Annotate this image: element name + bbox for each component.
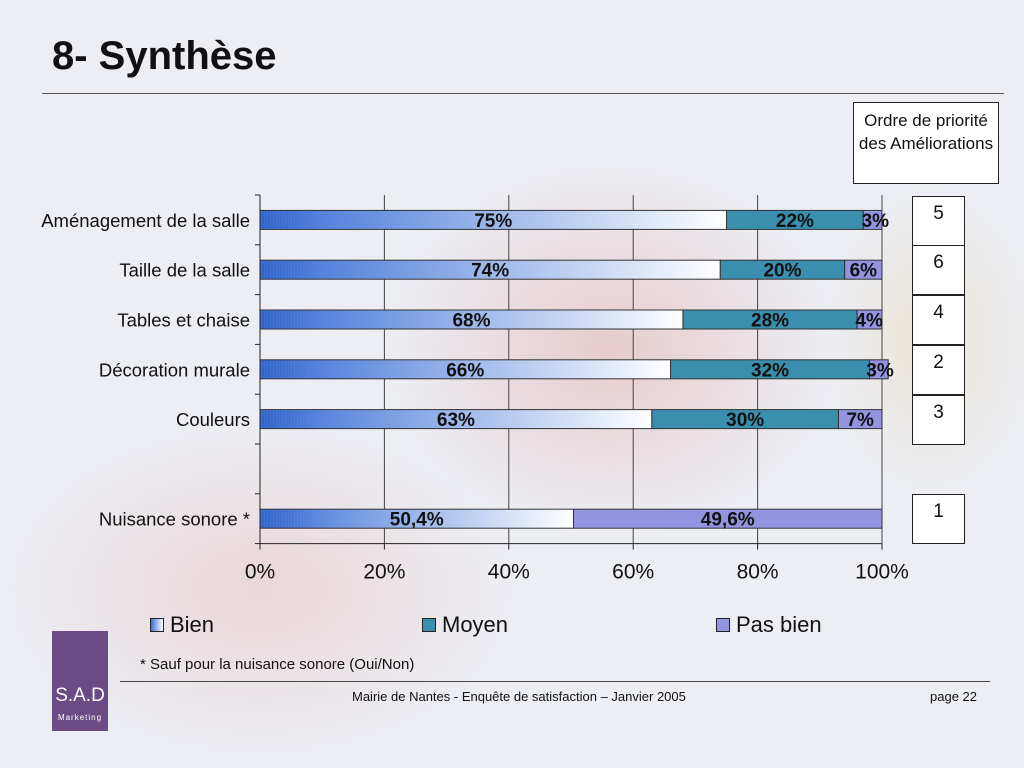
data-label: 32% bbox=[751, 360, 789, 381]
bar-pas-bien bbox=[869, 359, 889, 380]
priority-cell: 4 bbox=[912, 295, 965, 346]
data-label: 20% bbox=[763, 261, 801, 282]
legend-label-pas-bien: Pas bien bbox=[736, 612, 822, 637]
bar-pas-bien bbox=[572, 508, 883, 529]
data-label: 7% bbox=[846, 410, 874, 431]
data-label: 22% bbox=[776, 211, 814, 232]
data-label: 3% bbox=[866, 360, 894, 381]
legend-label-bien: Bien bbox=[170, 612, 215, 637]
priority-cell: 6 bbox=[912, 245, 965, 296]
data-label: 66% bbox=[446, 360, 484, 381]
footer-divider bbox=[120, 681, 990, 682]
category-label: Nuisance sonore * bbox=[99, 509, 250, 530]
data-label: 4% bbox=[855, 311, 883, 332]
legend-swatch-moyen bbox=[422, 618, 436, 632]
x-tick-label: 40% bbox=[488, 561, 530, 584]
data-label: 68% bbox=[452, 311, 490, 332]
x-tick-label: 0% bbox=[245, 561, 275, 584]
slide-title: 8- Synthèse bbox=[52, 34, 277, 78]
data-label: 49,6% bbox=[701, 510, 755, 531]
data-label: 63% bbox=[437, 410, 475, 431]
page-number: page 22 bbox=[930, 689, 977, 704]
legend-swatch-pas-bien bbox=[716, 618, 730, 632]
priority-cell: 5 bbox=[912, 195, 965, 246]
x-tick-label: 20% bbox=[363, 561, 405, 584]
priority-cell: 3 bbox=[912, 394, 965, 445]
logo-subtext: Marketing bbox=[57, 713, 103, 722]
footer-source: Mairie de Nantes - Enquête de satisfacti… bbox=[352, 689, 686, 704]
data-label: 75% bbox=[474, 211, 512, 232]
data-label: 6% bbox=[850, 261, 878, 282]
bar-pas-bien bbox=[862, 209, 883, 230]
bar-pas-bien bbox=[844, 259, 883, 280]
x-tick-label: 60% bbox=[612, 561, 654, 584]
data-label: 50,4% bbox=[390, 510, 444, 531]
x-tick-label: 80% bbox=[737, 561, 779, 584]
footnote: * Sauf pour la nuisance sonore (Oui/Non) bbox=[140, 656, 415, 673]
category-label: Couleurs bbox=[176, 409, 250, 430]
category-label: Tables et chaise bbox=[117, 310, 250, 331]
data-label: 3% bbox=[862, 211, 890, 232]
data-label: 74% bbox=[471, 261, 509, 282]
stacked-bar-chart: Aménagement de la salle 75% 22% 3% Taille de… bbox=[41, 194, 909, 584]
category-label: Taille de la salle bbox=[119, 260, 250, 281]
title-divider bbox=[42, 93, 1004, 94]
data-label: 28% bbox=[751, 311, 789, 332]
x-tick-label: 100% bbox=[855, 561, 909, 584]
priority-cell: 2 bbox=[912, 344, 965, 395]
legend-swatch-bien bbox=[150, 618, 164, 632]
category-label: Décoration murale bbox=[99, 359, 250, 380]
category-label: Aménagement de la salle bbox=[41, 210, 250, 231]
legend-label-moyen: Moyen bbox=[442, 612, 509, 637]
company-logo: S.A.D Marketing bbox=[52, 631, 108, 731]
data-label: 30% bbox=[726, 410, 764, 431]
priority-header: Ordre de priorité des Améliorations bbox=[853, 102, 999, 184]
logo-text: S.A.D bbox=[55, 685, 105, 706]
priority-cell: 1 bbox=[912, 494, 965, 545]
bar-pas-bien bbox=[837, 409, 883, 430]
bar-pas-bien bbox=[856, 309, 883, 330]
